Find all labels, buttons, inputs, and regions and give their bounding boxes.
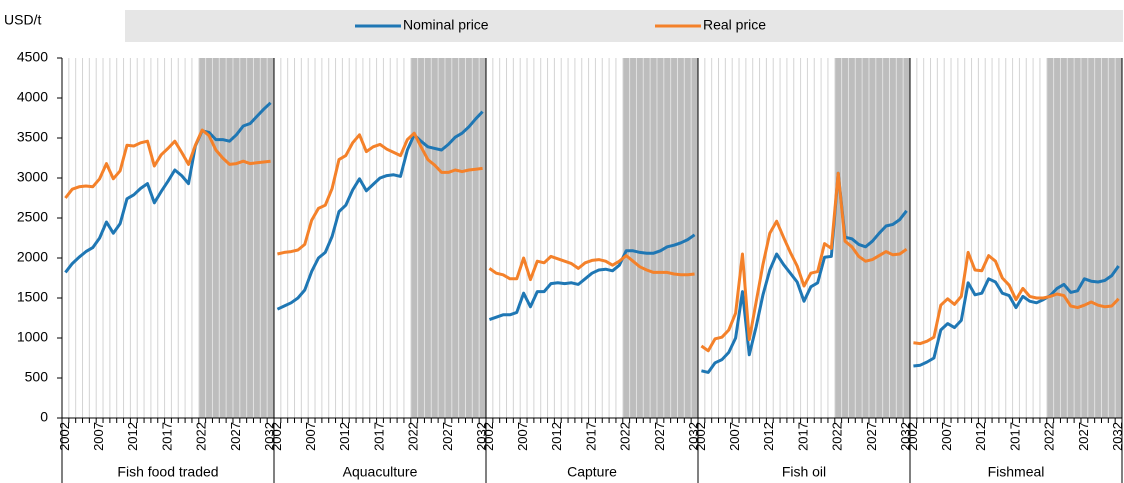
x-tick-label: 2007 [939, 422, 954, 451]
x-tick-label: 2032 [1110, 422, 1124, 451]
x-tick-label: 2032 [686, 422, 701, 451]
legend-label: Nominal price [403, 17, 489, 33]
price-line [701, 171, 908, 374]
panel-label: Aquaculture [343, 464, 418, 480]
x-tick-label: 2017 [795, 422, 810, 451]
x-tick-label: 2022 [194, 422, 209, 451]
panel-label: Fishmeal [988, 464, 1045, 480]
y-axis-label: USD/t [4, 12, 41, 28]
x-tick-label: 2027 [864, 422, 879, 451]
panel-label: Fish oil [782, 464, 826, 480]
x-tick-label: 2027 [228, 422, 243, 451]
y-tick-label: 500 [25, 369, 49, 385]
legend-box [125, 10, 1123, 42]
x-tick-label: 2002 [57, 422, 72, 451]
x-tick-label: 2017 [1007, 422, 1022, 451]
price-line [277, 131, 483, 256]
legend-label: Real price [703, 17, 766, 33]
price-line [276, 110, 484, 311]
x-tick-label: 2007 [515, 422, 530, 451]
x-tick-label: 2022 [406, 422, 421, 451]
x-tick-label: 2022 [618, 422, 633, 451]
x-tick-label: 2017 [371, 422, 386, 451]
x-tick-label: 2022 [1042, 422, 1057, 451]
x-tick-label: 2007 [727, 422, 742, 451]
y-tick-label: 2500 [17, 209, 48, 225]
x-tick-label: 2027 [1076, 422, 1091, 451]
x-tick-label: 2012 [125, 422, 140, 451]
x-tick-label: 2012 [337, 422, 352, 451]
price-line [913, 265, 1120, 368]
price-line [913, 250, 1120, 346]
y-tick-label: 1500 [17, 289, 48, 305]
price-line [700, 171, 908, 353]
x-tick-label: 2032 [474, 422, 489, 451]
x-tick-label: 2032 [262, 422, 277, 451]
x-tick-label: 2002 [269, 422, 284, 451]
x-tick-label: 2002 [481, 422, 496, 451]
y-tick-label: 4000 [17, 89, 48, 105]
x-tick-label: 2012 [549, 422, 564, 451]
x-tick-label: 2017 [159, 422, 174, 451]
x-tick-label: 2022 [830, 422, 845, 451]
y-tick-label: 4500 [17, 49, 48, 65]
price-line [64, 101, 272, 274]
panel-label: Capture [567, 464, 617, 480]
x-tick-label: 2012 [973, 422, 988, 451]
x-tick-label: 2007 [91, 422, 106, 451]
projection-shade [198, 58, 274, 418]
x-tick-label: 2012 [761, 422, 776, 451]
projection-shade [1046, 58, 1122, 418]
y-tick-label: 3500 [17, 129, 48, 145]
price-line [64, 128, 271, 199]
projection-shade [622, 58, 698, 418]
x-tick-label: 2017 [583, 422, 598, 451]
y-tick-label: 1000 [17, 329, 48, 345]
y-tick-label: 2000 [17, 249, 48, 265]
price-line [488, 233, 696, 322]
x-tick-label: 2032 [898, 422, 913, 451]
projection-shade [410, 58, 486, 418]
panel-label: Fish food traded [117, 464, 218, 480]
y-tick-label: 0 [40, 409, 48, 425]
x-tick-label: 2007 [303, 422, 318, 451]
price-line [488, 254, 695, 282]
x-tick-label: 2002 [905, 422, 920, 451]
x-tick-label: 2002 [693, 422, 708, 451]
y-tick-label: 3000 [17, 169, 48, 185]
x-tick-label: 2027 [440, 422, 455, 451]
x-tick-label: 2027 [652, 422, 667, 451]
